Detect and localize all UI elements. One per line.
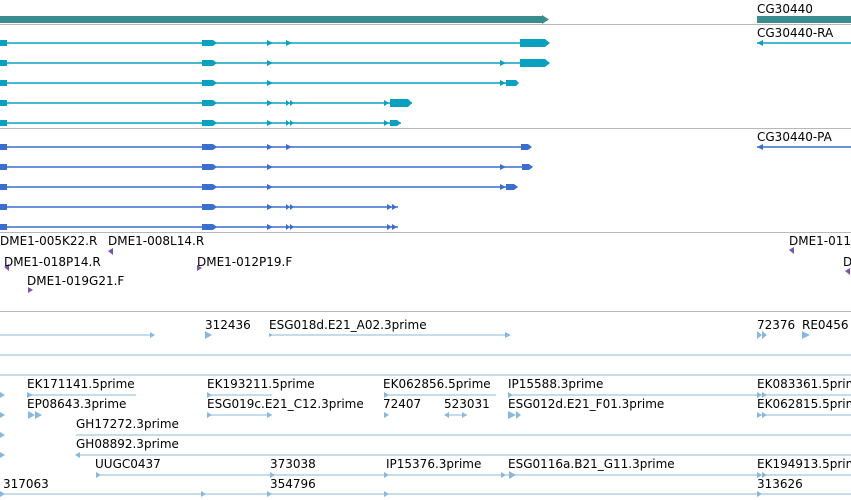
est-label[interactable]: EK062815.5prime: [757, 397, 851, 411]
est-label[interactable]: 313626: [757, 477, 803, 491]
gene-feature[interactable]: [0, 16, 542, 23]
est-label[interactable]: EP08643.3prime: [27, 397, 127, 411]
est-label[interactable]: 373038: [270, 457, 316, 471]
transcript[interactable]: [0, 39, 550, 47]
est-label[interactable]: IP15376.3prime: [386, 457, 482, 471]
est-label[interactable]: 354796: [270, 477, 316, 491]
gene-feature[interactable]: [757, 16, 851, 23]
probe-marker[interactable]: [28, 287, 33, 293]
est-label[interactable]: GH08892.3prime: [76, 437, 179, 451]
transcript[interactable]: [0, 120, 401, 126]
gene-track: [0, 15, 851, 24]
probe-track: [4, 247, 850, 293]
transcript-track-ra: [0, 39, 851, 126]
est-feature[interactable]: [205, 331, 212, 339]
est-label[interactable]: EK062856.5prime: [383, 377, 491, 391]
est-label[interactable]: ESG012d.E21_F01.3prime: [508, 397, 665, 411]
est-label[interactable]: 72407: [383, 397, 422, 411]
est-label[interactable]: RE0456: [802, 318, 849, 332]
probe-label[interactable]: DME1-011: [789, 234, 851, 248]
est-label[interactable]: ESG018d.E21_A02.3prime: [269, 318, 427, 332]
probe-marker[interactable]: [4, 264, 9, 271]
probe-label[interactable]: DME1-008L14.R: [108, 234, 205, 248]
probe-marker[interactable]: [789, 247, 794, 254]
est-label[interactable]: 312436: [205, 318, 251, 332]
est-label[interactable]: EK171141.5prime: [27, 377, 135, 391]
est-label[interactable]: GH17272.3prime: [76, 417, 179, 431]
transcript[interactable]: [0, 164, 533, 170]
est-label[interactable]: ESG0116a.B21_G11.3prime: [508, 457, 675, 471]
transcript-label[interactable]: CG30440-PA: [757, 130, 832, 144]
est-feature[interactable]: [802, 331, 810, 339]
est-label[interactable]: ESG019c.E21_C12.3prime: [207, 397, 364, 411]
probe-marker[interactable]: [845, 268, 850, 275]
est-label[interactable]: UUGC0437: [95, 457, 161, 471]
probe-label[interactable]: D: [843, 255, 851, 269]
est-label[interactable]: 317063: [3, 477, 49, 491]
est-feature[interactable]: [757, 331, 767, 339]
est-label[interactable]: EK193211.5prime: [207, 377, 315, 391]
probe-label[interactable]: DME1-019G21.F: [27, 274, 125, 288]
probe-marker[interactable]: [197, 265, 202, 271]
est-label[interactable]: 72376: [757, 318, 796, 332]
transcript[interactable]: [0, 59, 550, 67]
est-feature[interactable]: [269, 332, 511, 338]
transcript-track-pa: [0, 144, 851, 230]
transcript[interactable]: [757, 40, 851, 46]
transcript[interactable]: [0, 184, 518, 190]
est-label[interactable]: EK083361.5prime: [757, 377, 851, 391]
probe-label[interactable]: DME1-018P14.R: [4, 255, 101, 269]
transcript[interactable]: [0, 144, 532, 150]
transcript[interactable]: [757, 144, 851, 150]
gene-label[interactable]: CG30440: [757, 2, 813, 16]
est-track: [0, 331, 851, 497]
transcript[interactable]: [0, 99, 412, 107]
transcript[interactable]: [0, 80, 519, 86]
est-label[interactable]: EK194913.5prime: [757, 457, 851, 471]
probe-label[interactable]: DME1-005K22.R: [0, 234, 98, 248]
est-label[interactable]: 523031: [444, 397, 490, 411]
transcript[interactable]: [0, 224, 398, 230]
transcript[interactable]: [0, 204, 398, 210]
gene-feature-arrow: [542, 15, 549, 24]
probe-marker[interactable]: [108, 248, 113, 255]
transcript-label[interactable]: CG30440-RA: [757, 26, 834, 40]
est-label[interactable]: IP15588.3prime: [508, 377, 604, 391]
probe-label[interactable]: DME1-012P19.F: [197, 255, 293, 269]
